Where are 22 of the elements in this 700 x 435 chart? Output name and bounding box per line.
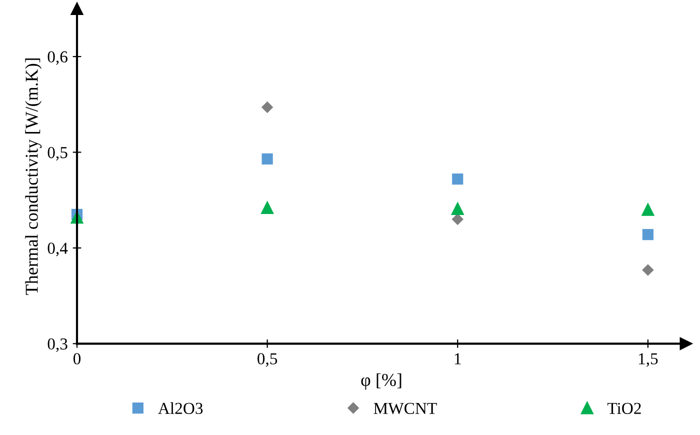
y-tick-label: 0,4 <box>48 242 68 256</box>
y-axis-title: Thermal conductivity [W/(m.K)] <box>25 58 42 295</box>
point <box>642 264 654 276</box>
point <box>261 202 274 214</box>
x-tick-label: 1,5 <box>638 353 658 367</box>
point <box>262 102 273 113</box>
y-tick-label: 0,6 <box>48 51 68 65</box>
y-tick-label: 0,3 <box>48 338 68 352</box>
x-tick-label: 1 <box>454 353 461 364</box>
point <box>642 228 654 240</box>
legend-label: MWCNT <box>374 402 437 414</box>
x-axis-title: φ [%] <box>361 373 402 390</box>
point <box>452 214 464 225</box>
point <box>642 203 654 216</box>
legend-label: TiO2 <box>607 402 641 414</box>
x-tick-label: 0 <box>73 353 81 364</box>
point <box>452 173 464 185</box>
x-tick-label: 0,5 <box>258 353 278 367</box>
legend-label: Al2O3 <box>158 402 203 414</box>
point <box>451 202 464 215</box>
y-tick-label: 0,5 <box>48 146 68 161</box>
point <box>262 153 273 165</box>
